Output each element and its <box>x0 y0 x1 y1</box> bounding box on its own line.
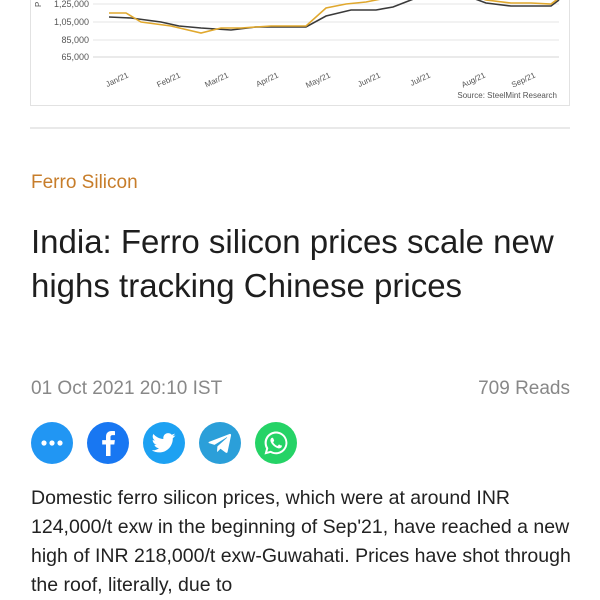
y-tick-label: 65,000 <box>61 52 89 62</box>
whatsapp-icon <box>264 431 288 455</box>
x-tick-label: Jun/21 <box>356 70 382 89</box>
y-tick-label: 1,25,000 <box>54 0 89 9</box>
series-line-gold <box>109 0 558 34</box>
share-more-button[interactable] <box>31 422 73 464</box>
share-facebook-button[interactable] <box>87 422 129 464</box>
y-tick-label: 85,000 <box>61 35 89 45</box>
price-chart: 1,25,000 1,05,000 85,000 65,000 P Jan/21… <box>30 0 570 106</box>
article-title: India: Ferro silicon prices scale new hi… <box>31 223 554 304</box>
chart-source: Source: SteelMint Research <box>457 91 557 100</box>
telegram-icon <box>208 433 232 453</box>
share-telegram-button[interactable] <box>199 422 241 464</box>
article-reads: 709 Reads <box>478 378 570 399</box>
article-date: 01 Oct 2021 20:10 IST <box>31 378 223 399</box>
more-icon <box>41 440 63 446</box>
y-axis-label: P <box>34 2 43 7</box>
y-tick-label: 1,05,000 <box>54 17 89 27</box>
share-twitter-button[interactable] <box>143 422 185 464</box>
price-chart-svg: 1,25,000 1,05,000 85,000 65,000 P Jan/21… <box>34 0 560 90</box>
article-category[interactable]: Ferro Silicon <box>31 172 138 193</box>
x-tick-label: Feb/21 <box>155 70 182 89</box>
x-tick-label: Sep/21 <box>510 70 537 89</box>
x-tick-label: Aug/21 <box>460 70 487 89</box>
x-tick-label: Jan/21 <box>104 70 130 89</box>
facebook-icon <box>102 431 115 456</box>
twitter-icon <box>152 433 176 453</box>
share-whatsapp-button[interactable] <box>255 422 297 464</box>
x-tick-label: Mar/21 <box>203 70 230 89</box>
series-line-black <box>108 0 560 31</box>
divider <box>30 127 570 129</box>
share-bar <box>31 422 297 466</box>
x-tick-label: Jul/21 <box>409 70 433 87</box>
x-tick-label: May/21 <box>304 70 332 89</box>
x-tick-label: Apr/21 <box>255 70 281 88</box>
article-body: Domestic ferro silicon prices, which wer… <box>31 487 571 596</box>
